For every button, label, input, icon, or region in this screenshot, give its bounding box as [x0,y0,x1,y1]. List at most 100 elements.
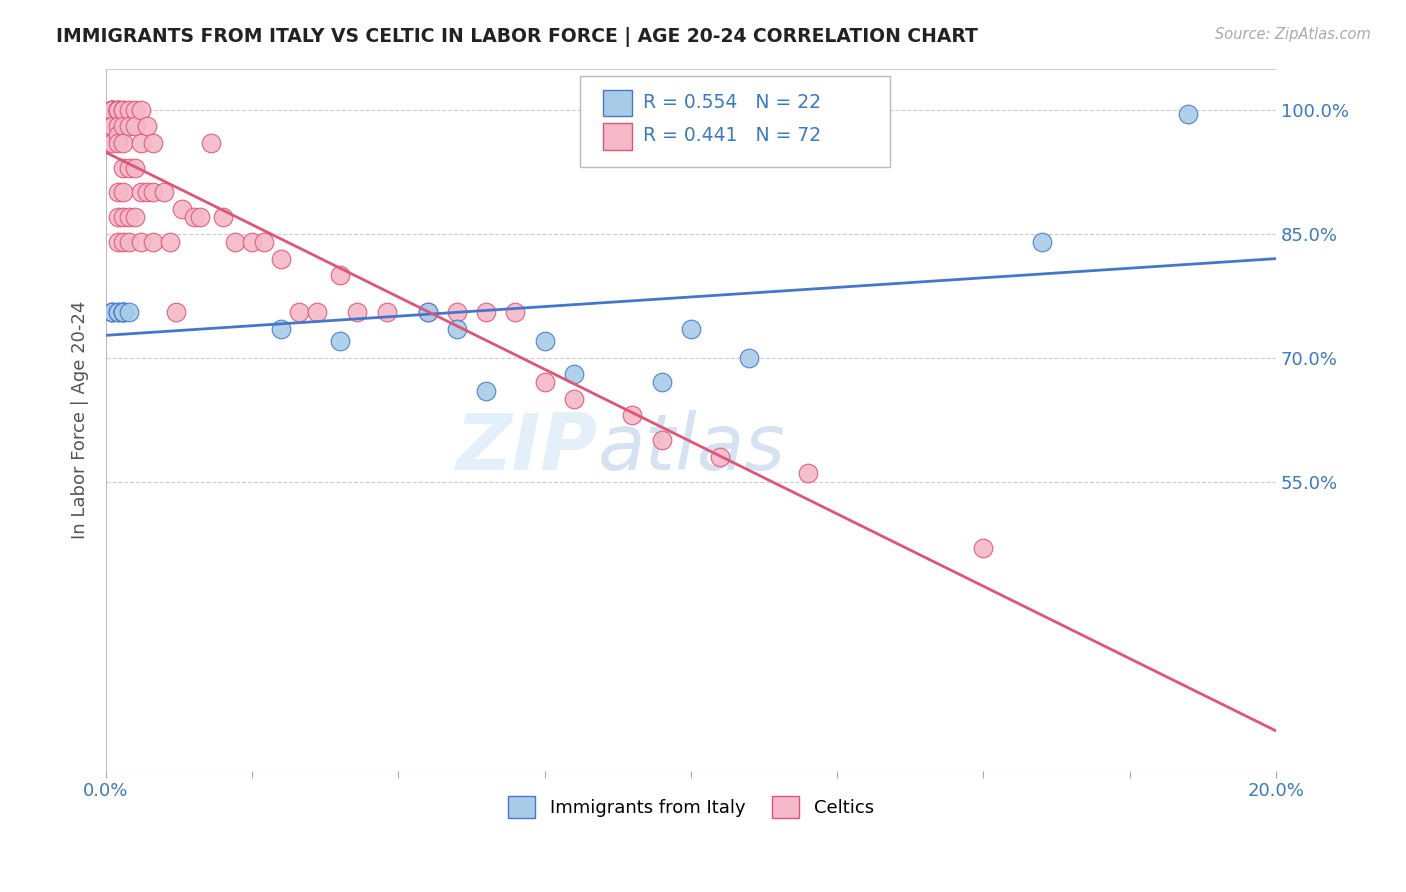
Point [288,305,311,319]
Point [533,334,555,348]
Point [562,392,585,406]
Point [112,305,135,319]
Point [107,103,129,117]
Point [709,450,731,464]
Point [270,322,292,336]
Point [651,434,673,448]
Point [107,305,129,319]
Point [107,120,129,134]
Point [142,235,165,249]
Point [475,305,498,319]
Point [329,268,352,282]
Point [124,120,146,134]
Point [188,211,211,225]
Point [446,305,468,319]
Point [159,235,181,249]
Point [124,161,146,175]
Point [1031,235,1053,249]
Point [112,235,135,249]
Point [107,211,129,225]
Point [100,120,122,134]
Point [107,103,129,117]
FancyBboxPatch shape [579,76,890,167]
Point [346,305,368,319]
Point [107,103,129,117]
Point [118,211,141,225]
Point [170,202,193,216]
Text: atlas: atlas [598,409,785,485]
Point [679,322,702,336]
Point [100,103,122,117]
Point [270,252,292,266]
Point [118,161,141,175]
Point [135,186,157,200]
Text: R = 0.554   N = 22: R = 0.554 N = 22 [643,93,821,112]
Point [118,120,141,134]
Point [1177,107,1199,121]
Point [112,211,135,225]
Point [112,136,135,150]
Point [253,235,276,249]
Point [112,161,135,175]
Point [112,103,135,117]
Point [107,136,129,150]
Point [416,305,439,319]
Point [124,103,146,117]
Point [183,211,205,225]
Text: ZIP: ZIP [456,409,598,485]
Legend: Immigrants from Italy, Celtics: Immigrants from Italy, Celtics [501,789,882,825]
Point [107,103,129,117]
Point [100,136,122,150]
Point [129,103,152,117]
Point [100,305,122,319]
Point [112,305,135,319]
Point [329,334,352,348]
Point [797,467,820,481]
Point [416,305,439,319]
Point [118,235,141,249]
Point [100,103,122,117]
Point [107,235,129,249]
Point [118,305,141,319]
Point [112,305,135,319]
Point [305,305,328,319]
Point [165,305,187,319]
Point [129,186,152,200]
Y-axis label: In Labor Force | Age 20-24: In Labor Force | Age 20-24 [72,301,89,539]
Point [129,136,152,150]
Point [375,305,398,319]
FancyBboxPatch shape [603,123,633,150]
Point [100,305,122,319]
Point [212,211,235,225]
Point [972,541,994,555]
Point [107,186,129,200]
Point [153,186,176,200]
FancyBboxPatch shape [603,89,633,116]
Point [112,305,135,319]
Point [107,305,129,319]
Text: R = 0.441   N = 72: R = 0.441 N = 72 [643,127,821,145]
Point [200,136,222,150]
Point [240,235,263,249]
Text: Source: ZipAtlas.com: Source: ZipAtlas.com [1215,27,1371,42]
Point [118,103,141,117]
Point [112,120,135,134]
Point [505,305,527,319]
Point [135,120,157,134]
Point [142,186,165,200]
Point [124,211,146,225]
Point [142,136,165,150]
Point [112,186,135,200]
Point [475,384,498,398]
Point [100,103,122,117]
Point [100,305,122,319]
Point [107,128,129,142]
Point [562,367,585,381]
Point [100,103,122,117]
Point [533,376,555,390]
Point [224,235,246,249]
Point [621,409,644,423]
Point [738,351,761,365]
Point [129,235,152,249]
Point [112,103,135,117]
